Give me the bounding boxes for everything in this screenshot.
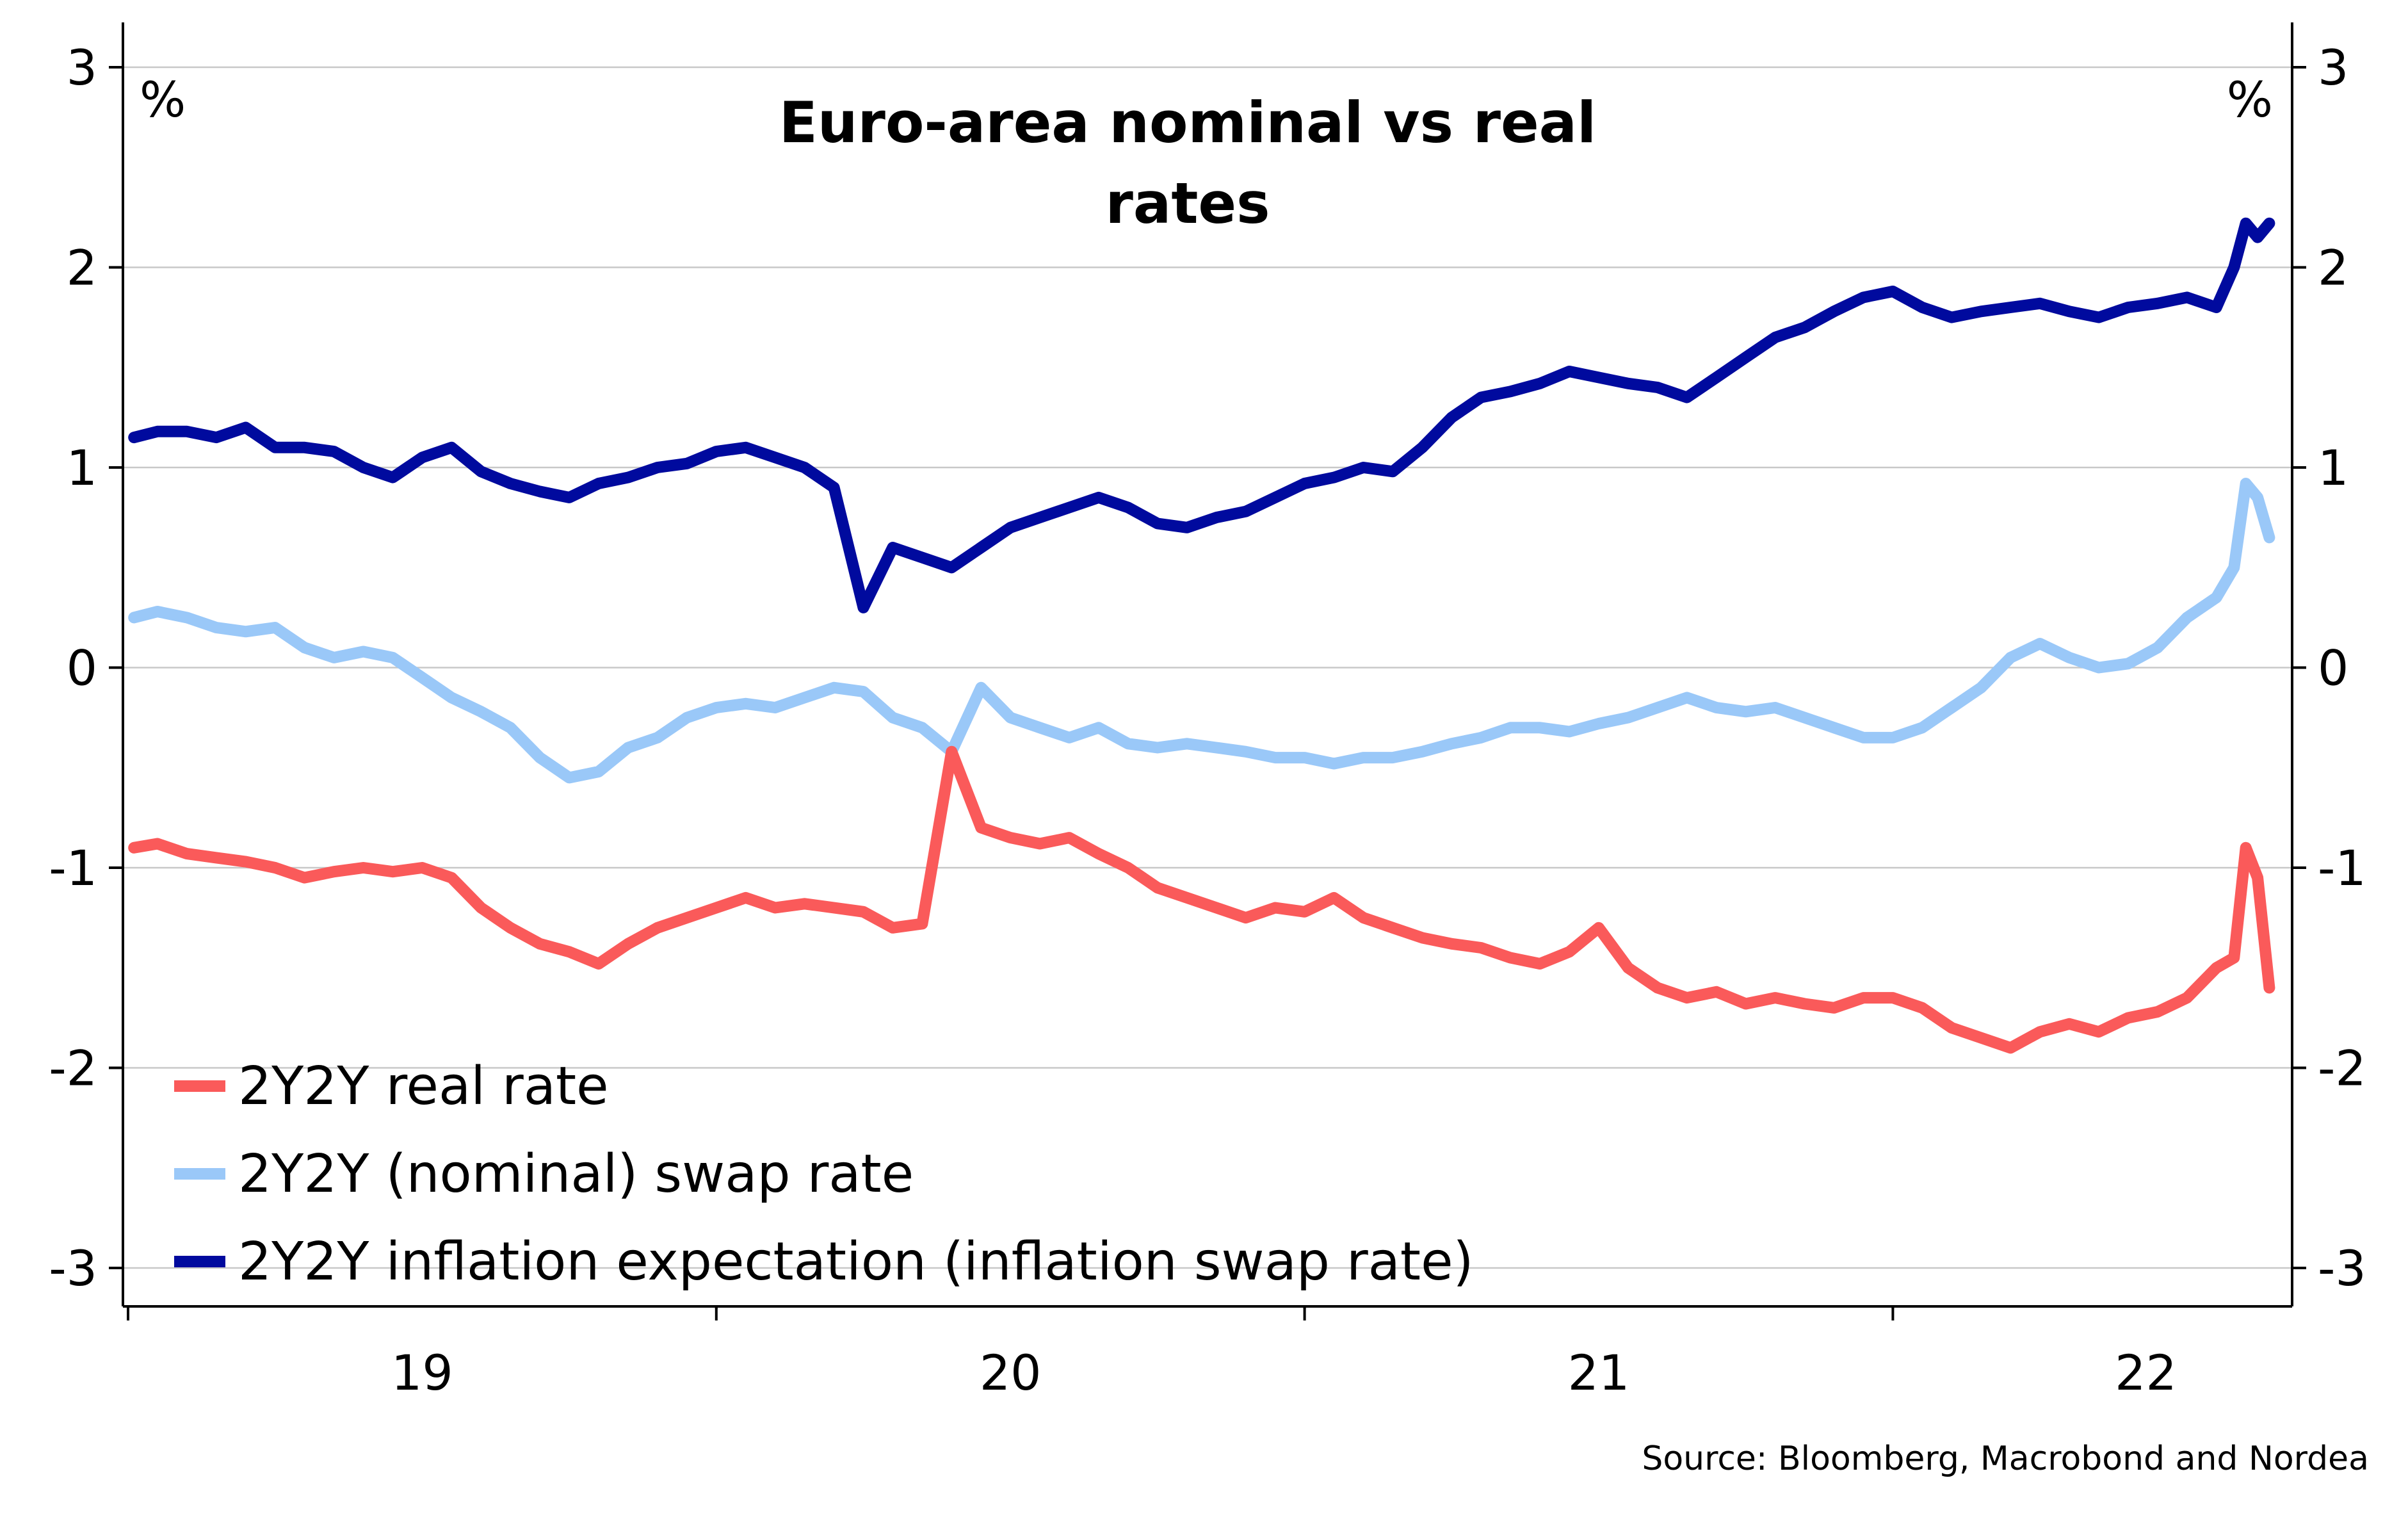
y-tick-label-right: 3 (2318, 39, 2348, 96)
y-tick-label-left: 2 (67, 240, 97, 296)
y-tick-label-left: -2 (49, 1040, 97, 1097)
y-tick-label-right: -2 (2318, 1040, 2366, 1097)
y-tick-label-right: 2 (2318, 240, 2348, 296)
x-tick-label: 21 (1568, 1344, 1630, 1401)
series-line-nominal-swap-rate (128, 478, 2275, 784)
y-tick-label-left: 1 (67, 439, 97, 496)
right-unit-label: % (2227, 71, 2273, 128)
y-tick-label-right: 0 (2318, 640, 2348, 697)
x-tick-label: 20 (980, 1344, 1042, 1401)
y-tick-label-right: -1 (2318, 840, 2366, 897)
y-tick-label-left: -1 (49, 840, 97, 897)
y-tick-label-right: -3 (2318, 1240, 2366, 1297)
legend-label: 2Y2Y inflation expectation (inflation sw… (238, 1231, 1474, 1292)
y-tick-label-right: 1 (2318, 439, 2348, 496)
x-tick-label: 19 (391, 1344, 453, 1401)
series-lines (128, 217, 2275, 1054)
y-tick-label-left: 0 (67, 640, 97, 697)
x-tick-label: 22 (2115, 1344, 2177, 1401)
chart-title: Euro-area nominal vs real rates (779, 90, 1596, 236)
y-tick-label-left: 3 (67, 39, 97, 96)
tick-labels: 3 32 21 10 0-1 -1-2 -2-3 -319 20 21 22 (49, 39, 2366, 1401)
y-tick-label-left: -3 (49, 1240, 97, 1297)
chart-title-line-2: rates (1106, 170, 1270, 236)
legend-label: 2Y2Y (nominal) swap rate (238, 1144, 914, 1205)
legend-label: 2Y2Y real rate (238, 1056, 609, 1117)
legend: 2Y2Y real rate 2Y2Y (nominal) swap rate 2Y… (174, 1056, 1474, 1292)
left-unit-label: % (140, 71, 186, 128)
series-line-inflation-expectation (128, 217, 2275, 613)
axes (109, 22, 2306, 1320)
series-line-real-rate (128, 745, 2275, 1054)
chart-title-line-1: Euro-area nominal vs real (779, 90, 1596, 156)
source-note: Source: Bloomberg, Macrobond and Nordea (1642, 1440, 2369, 1478)
